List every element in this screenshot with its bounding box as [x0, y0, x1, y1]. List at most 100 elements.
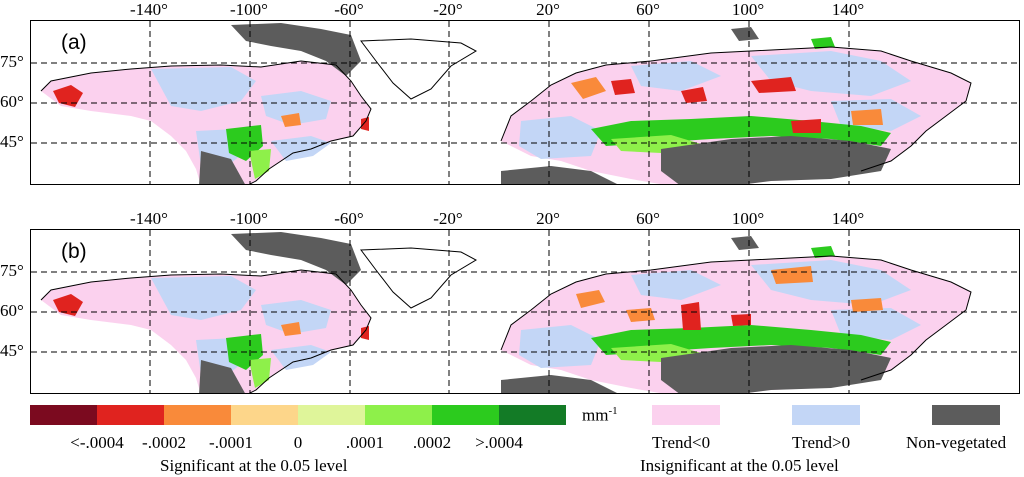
panel-b-map: (b)	[30, 229, 1020, 394]
greenland-landmass	[360, 247, 478, 309]
longitude-label: -100°	[230, 0, 268, 19]
longitude-label: -20°	[433, 209, 463, 228]
north-america-positive-trend	[271, 136, 331, 161]
north-america-significant-negative	[361, 326, 369, 340]
eurasia-significant-negative	[731, 314, 751, 326]
arctic-island-non-vegetated	[731, 236, 759, 250]
north-america-significant-positive	[249, 358, 271, 388]
colorbar-tick-label: >.0004	[475, 433, 523, 452]
north-africa-non-vegetated	[501, 166, 617, 184]
eurasia-positive-trend	[631, 270, 721, 300]
eurasia-significant-negative	[751, 77, 796, 93]
colorbar-segment	[164, 405, 231, 425]
north-america-positive-trend	[271, 345, 331, 370]
latitude-label: 75°	[0, 261, 24, 280]
eurasia-significant-negative	[681, 302, 701, 330]
latitude-label: 60°	[0, 92, 24, 111]
north-america-positive-trend	[151, 276, 256, 320]
longitude-label: -20°	[433, 0, 463, 19]
longitude-label: -60°	[334, 209, 364, 228]
colorbar-tick-label: 0	[293, 433, 303, 452]
longitude-label: -140°	[130, 209, 168, 228]
significant-caption: Significant at the 0.05 level	[160, 456, 348, 475]
central-asia-non-vegetated	[661, 136, 891, 184]
colorbar-tick-label: -.0002	[142, 433, 186, 452]
north-america-non-vegetated	[199, 360, 245, 393]
panel-a-map: (a)	[30, 20, 1020, 185]
north-america-significant-positive	[249, 149, 271, 179]
colorbar-segment	[231, 405, 298, 425]
colorbar-tick-label: .0001	[345, 433, 385, 452]
eurasia-significant-negative	[571, 77, 606, 99]
eurasia-significant-negative	[611, 79, 635, 95]
latitude-label: 45°	[0, 132, 24, 151]
insignificant-caption: Insignificant at the 0.05 level	[640, 456, 839, 475]
trend-positive-swatch	[792, 405, 860, 425]
central-asia-non-vegetated	[661, 345, 891, 393]
longitude-label: 100°	[731, 209, 765, 228]
europe-positive-trend	[519, 325, 601, 368]
non-vegetated-swatch	[932, 405, 1000, 425]
panel-a-label: (a)	[61, 31, 87, 54]
non-vegetated-label: Non-vegetated	[906, 433, 1007, 452]
longitude-label: 20°	[536, 0, 560, 19]
longitude-label: 140°	[831, 0, 865, 19]
latitude-label: 60°	[0, 301, 24, 320]
north-america-positive-trend	[261, 300, 331, 334]
north-america-significant-negative	[53, 294, 83, 316]
trend-negative-label: Trend<0	[652, 433, 711, 452]
arctic-island-non-vegetated	[731, 27, 759, 41]
trend-positive-label: Trend>0	[792, 433, 851, 452]
colorbar-segment	[365, 405, 432, 425]
north-america-positive-trend	[261, 91, 331, 125]
north-africa-non-vegetated	[501, 375, 617, 393]
arctic-island-significant-positive	[811, 246, 835, 258]
eurasia-significant-negative	[681, 87, 707, 103]
latitude-label: 75°	[0, 52, 24, 71]
eurasia-significant-negative	[851, 298, 883, 312]
north-america-significant-negative	[53, 85, 83, 107]
colorbar-segment	[97, 405, 164, 425]
eurasia-positive-trend	[631, 61, 721, 91]
latitude-label: 45°	[0, 341, 24, 360]
north-america-significant-negative	[281, 322, 301, 336]
colorbar-tick-label: <-.0004	[70, 433, 124, 452]
colorbar-segment	[499, 405, 566, 425]
arctic-archipelago-non-vegetated	[231, 232, 361, 285]
longitude-label: 60°	[636, 209, 660, 228]
eurasia-significant-negative	[626, 308, 655, 322]
eurasia-coastline	[500, 255, 972, 381]
arctic-archipelago-non-vegetated	[231, 23, 361, 76]
eurasia-coastline	[500, 46, 972, 172]
eurasia-significant-negative	[771, 266, 813, 284]
longitude-label: 60°	[636, 0, 660, 19]
europe-positive-trend	[519, 116, 601, 159]
north-america-significant-negative	[281, 113, 301, 127]
north-america-positive-trend	[151, 67, 256, 111]
longitude-label: 100°	[731, 0, 765, 19]
longitude-label: -140°	[130, 0, 168, 19]
greenland-landmass	[360, 38, 478, 100]
panel-b-map-svg	[31, 230, 1019, 393]
north-america-significant-negative	[361, 117, 369, 131]
longitude-label: 140°	[831, 209, 865, 228]
arctic-island-significant-positive	[811, 37, 835, 49]
north-america-coastline	[40, 60, 372, 184]
colorbar-segment	[298, 405, 365, 425]
north-america-non-vegetated	[199, 151, 245, 184]
longitude-label: -100°	[230, 209, 268, 228]
colorbar-segment	[432, 405, 499, 425]
eurasia-significant-negative	[576, 290, 605, 308]
eurasia-significant-negative	[791, 119, 821, 133]
longitude-label: -60°	[334, 0, 364, 19]
eurasia-significant-negative	[851, 109, 883, 125]
colorbar-segment	[30, 405, 97, 425]
colorbar-tick-label: .0002	[412, 433, 452, 452]
eurasia-positive-trend	[831, 308, 921, 340]
colorbar-tick-label: -.0001	[209, 433, 253, 452]
unit-label: mm-1	[582, 405, 618, 425]
panel-b-label: (b)	[61, 240, 87, 263]
panel-a-map-svg	[31, 21, 1019, 184]
trend-negative-swatch	[652, 405, 720, 425]
north-america-coastline	[40, 269, 372, 393]
